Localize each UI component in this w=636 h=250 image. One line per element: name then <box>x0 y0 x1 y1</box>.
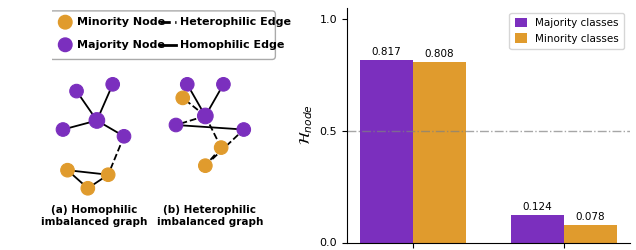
Text: 0.808: 0.808 <box>424 49 454 59</box>
Circle shape <box>56 123 70 136</box>
Bar <box>413 62 466 242</box>
Circle shape <box>117 130 131 143</box>
Circle shape <box>214 141 228 154</box>
Text: (a) Homophilic
imbalanced graph: (a) Homophilic imbalanced graph <box>41 205 148 227</box>
Y-axis label: $\mathcal{H}_{node}$: $\mathcal{H}_{node}$ <box>299 104 315 146</box>
Text: 0.817: 0.817 <box>371 47 401 57</box>
Circle shape <box>89 113 105 128</box>
Circle shape <box>169 118 183 132</box>
Circle shape <box>217 78 230 91</box>
Bar <box>511 215 564 242</box>
Circle shape <box>181 78 194 91</box>
Text: Majority Node: Majority Node <box>76 40 165 50</box>
Text: Homophilic Edge: Homophilic Edge <box>181 40 285 50</box>
FancyBboxPatch shape <box>50 11 275 60</box>
Text: (b) Heterophilic
imbalanced graph: (b) Heterophilic imbalanced graph <box>156 205 263 227</box>
Circle shape <box>59 38 72 52</box>
Circle shape <box>198 159 212 172</box>
Bar <box>564 225 617 242</box>
Text: 0.078: 0.078 <box>576 212 605 222</box>
Circle shape <box>60 164 74 177</box>
Legend: Majority classes, Minority classes: Majority classes, Minority classes <box>509 13 625 49</box>
Circle shape <box>81 182 95 195</box>
Circle shape <box>101 168 115 181</box>
Circle shape <box>59 16 72 29</box>
Circle shape <box>176 91 190 105</box>
Text: 0.124: 0.124 <box>523 202 552 212</box>
Bar <box>360 60 413 242</box>
Circle shape <box>198 108 213 124</box>
Text: Minority Node: Minority Node <box>76 17 165 27</box>
Circle shape <box>106 78 120 91</box>
Circle shape <box>237 123 251 136</box>
Circle shape <box>70 84 83 98</box>
Text: Heterophilic Edge: Heterophilic Edge <box>181 17 291 27</box>
